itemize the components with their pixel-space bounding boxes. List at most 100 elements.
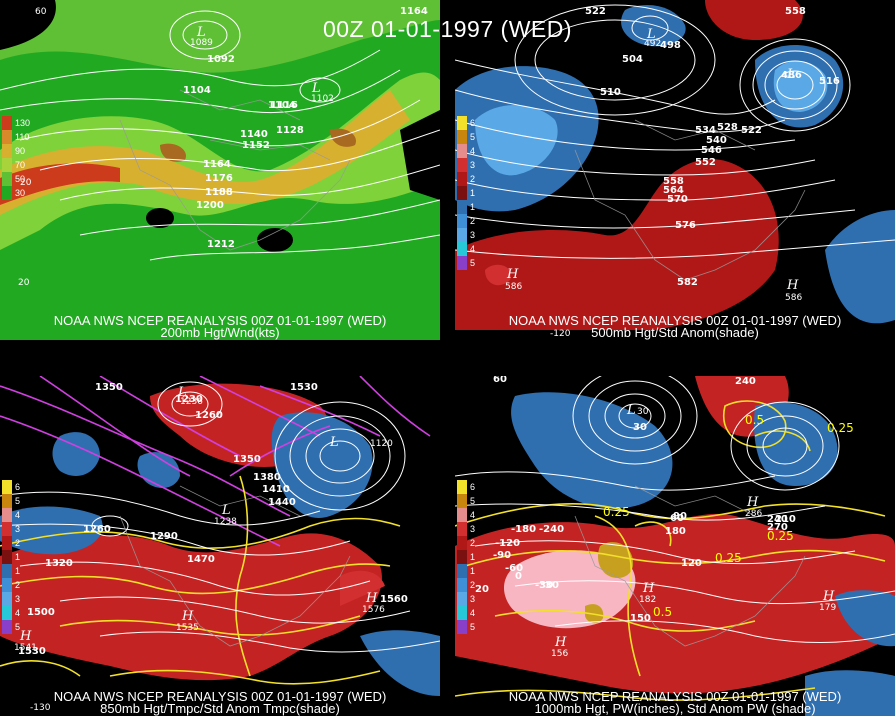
legend-label: 6 bbox=[15, 482, 21, 492]
contour-label: -120 bbox=[495, 538, 520, 549]
high-symbol: H bbox=[786, 278, 799, 293]
legend-label: 6 bbox=[470, 482, 476, 492]
main-title: 00Z 01-01-1997 (WED) bbox=[322, 16, 573, 42]
contour-label: 576 bbox=[675, 220, 696, 231]
grid-label: 60 bbox=[35, 7, 47, 17]
contour-label: 30 bbox=[545, 580, 559, 591]
legend-label: 4 bbox=[470, 146, 476, 156]
panel-field: 500mb Hgt/Std Anom(shade) bbox=[591, 325, 759, 340]
panel-source: NOAA NWS NCEP REANALYSIS 00Z 01-01-1997 … bbox=[508, 689, 842, 704]
contour-label: 498 bbox=[660, 40, 681, 51]
high-symbol: H bbox=[822, 589, 835, 604]
low-symbol: L bbox=[646, 27, 656, 42]
low-symbol: L bbox=[221, 503, 231, 518]
legend-label: 1 bbox=[15, 552, 21, 562]
pw-label: 0.25 bbox=[603, 505, 630, 519]
contour-label: 1104 bbox=[268, 100, 296, 111]
contour-label: 240 bbox=[767, 514, 788, 525]
contour-label: 240 bbox=[735, 376, 756, 387]
contour-label: 582 bbox=[677, 277, 698, 288]
high-value: 179 bbox=[819, 603, 836, 613]
legend-label: 90 bbox=[15, 146, 26, 156]
contour-label: 1380 bbox=[253, 472, 281, 483]
legend-label: 4 bbox=[470, 510, 476, 520]
contour-label: 210 bbox=[775, 514, 796, 525]
contour-label: 534 bbox=[695, 125, 716, 136]
panel-1000mb[interactable]: 60 30 240 -180 -240 -120 -90 -60 -30 0 3… bbox=[455, 376, 895, 716]
high-value: 586 bbox=[505, 282, 522, 292]
contour-label: 1530 bbox=[290, 382, 318, 393]
legend-wind: 130 110 90 70 50 30 bbox=[2, 116, 30, 200]
contour-label: 30 bbox=[633, 422, 647, 433]
low-symbol: L bbox=[626, 403, 636, 418]
high-value: 286 bbox=[745, 509, 762, 519]
low-symbol: L bbox=[177, 385, 187, 400]
panel-850mb[interactable]: 1350 1230 1260 1530 1350 1380 1410 1440 … bbox=[0, 376, 440, 716]
legend-anomaly: 6 5 4 3 2 1 1 2 3 4 5 bbox=[457, 116, 475, 270]
low-value: 1238 bbox=[214, 517, 237, 527]
legend-label: 130 bbox=[15, 118, 31, 128]
low-symbol: L bbox=[786, 67, 796, 82]
legend-label: 3 bbox=[470, 594, 476, 604]
high-value: 1535 bbox=[176, 623, 199, 633]
panel-200mb[interactable]: 1104 1092 1116 1104 1140 1128 1152 1164 … bbox=[0, 0, 440, 340]
legend-anomaly: 6 5 4 3 2 1 1 2 3 4 5 bbox=[457, 480, 475, 634]
panel-field: 1000mb Hgt, PW(inches), Std Anom PW (sha… bbox=[534, 701, 816, 716]
high-symbol: H bbox=[506, 267, 519, 282]
contour-label: 1560 bbox=[380, 594, 408, 605]
contour-label: 558 bbox=[785, 6, 806, 17]
contour-label: 0 bbox=[515, 571, 522, 582]
legend-anomaly: 6 5 4 3 2 1 1 2 3 4 5 bbox=[2, 480, 20, 634]
panel-500mb[interactable]: 522 498 504 510 534 528 522 540 546 552 … bbox=[455, 0, 895, 340]
contour-label: 516 bbox=[819, 76, 840, 87]
grid-label: -130 bbox=[30, 703, 51, 713]
contour-label: -60 bbox=[505, 563, 523, 574]
high-symbol: H bbox=[746, 495, 759, 510]
low-symbol: L bbox=[196, 25, 206, 40]
map-500mb: 522 498 504 510 534 528 522 540 546 552 … bbox=[455, 0, 895, 340]
contour-label: 1164 bbox=[400, 6, 428, 17]
high-symbol: H bbox=[554, 635, 567, 650]
legend-label: 1 bbox=[470, 202, 476, 212]
low-value: 30 bbox=[637, 407, 649, 417]
map-200mb: 1104 1092 1116 1104 1140 1128 1152 1164 … bbox=[0, 0, 440, 340]
contour-label: 522 bbox=[585, 6, 606, 17]
legend-label: 110 bbox=[15, 132, 30, 142]
contour-label: 1260 bbox=[83, 524, 111, 535]
panel-source: NOAA NWS NCEP REANALYSIS 00Z 01-01-1997 … bbox=[508, 313, 842, 328]
contour-label: 546 bbox=[701, 145, 722, 156]
contour-label: 564 bbox=[663, 185, 684, 196]
contour-label: 150 bbox=[630, 613, 651, 624]
legend-label: 2 bbox=[470, 174, 476, 184]
high-value: 586 bbox=[785, 293, 802, 303]
legend-label: 5 bbox=[470, 496, 476, 506]
contour-label: 270 bbox=[767, 522, 788, 533]
legend-label: 3 bbox=[470, 230, 476, 240]
contour-label: 1200 bbox=[196, 200, 224, 211]
pw-label: 0.25 bbox=[827, 421, 854, 435]
contour-label: 1410 bbox=[262, 484, 290, 495]
legend-label: 2 bbox=[470, 216, 476, 226]
high-symbol: H bbox=[365, 591, 378, 606]
contour-label: 510 bbox=[600, 87, 621, 98]
contour-label: 60 bbox=[670, 513, 684, 524]
legend-label: 70 bbox=[15, 160, 26, 170]
contour-label: -90 bbox=[493, 550, 511, 561]
legend-label: 3 bbox=[15, 524, 21, 534]
panel-field: 200mb Hgt/Wnd(kts) bbox=[160, 325, 280, 340]
high-symbol: H bbox=[181, 609, 194, 624]
legend-label: 3 bbox=[470, 524, 476, 534]
contour-label: 1176 bbox=[205, 173, 233, 184]
contour-label: 90 bbox=[673, 511, 687, 522]
legend-label: 2 bbox=[15, 538, 21, 548]
legend-label: 6 bbox=[470, 118, 476, 128]
grid-label: 20 bbox=[20, 178, 32, 188]
contour-label: 1290 bbox=[150, 531, 178, 542]
contour-label: 1500 bbox=[27, 607, 55, 618]
low-value: 1120 bbox=[370, 439, 393, 449]
map-1000mb: 60 30 240 -180 -240 -120 -90 -60 -30 0 3… bbox=[455, 376, 895, 716]
contour-label: 1116 bbox=[270, 100, 298, 111]
contour-label: 558 bbox=[663, 176, 684, 187]
contour-label: 20 bbox=[475, 584, 489, 595]
legend-label: 5 bbox=[470, 258, 476, 268]
